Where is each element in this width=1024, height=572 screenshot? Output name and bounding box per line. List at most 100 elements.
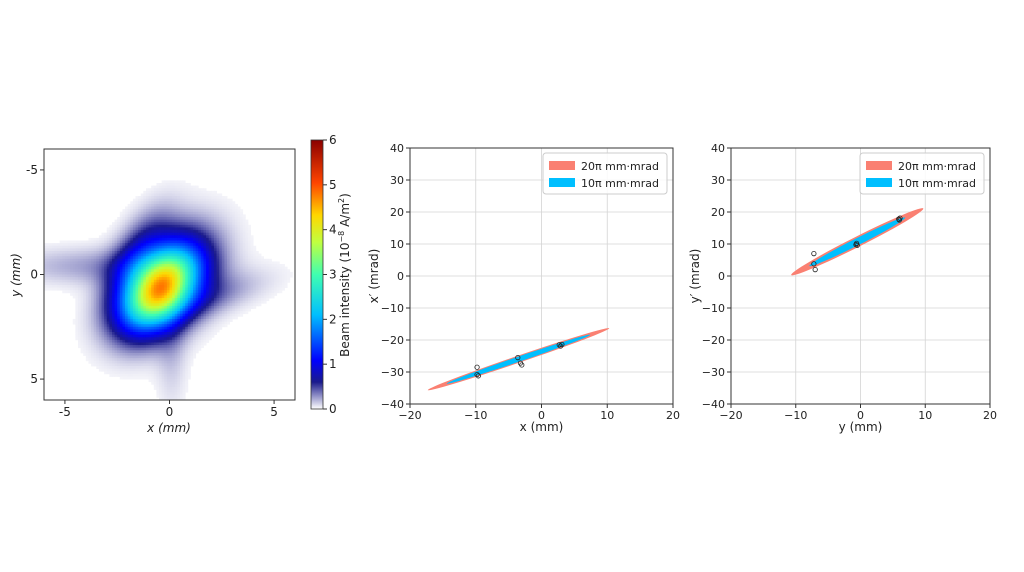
heatmap-cell	[148, 216, 152, 220]
heatmap-cell	[179, 332, 183, 336]
heatmap-cell	[83, 321, 87, 325]
heatmap-cell	[106, 295, 110, 299]
heatmap-cell	[130, 211, 134, 215]
heatmap-cell	[172, 381, 176, 385]
heatmap-cell	[83, 279, 87, 283]
heatmap-cell	[143, 264, 147, 268]
heatmap-cell	[203, 332, 207, 336]
heatmap-cell	[77, 332, 81, 336]
xtick-label: −20	[719, 409, 742, 422]
heatmap-cell	[234, 266, 238, 270]
p3-xlabel: y (mm)	[839, 420, 883, 434]
heatmap-cell	[75, 240, 79, 244]
heatmap-cell	[174, 363, 178, 367]
heatmap-cell	[114, 258, 118, 262]
heatmap-cell	[88, 329, 92, 333]
heatmap-cell	[77, 308, 81, 312]
heatmap-cell	[127, 206, 131, 210]
heatmap-cell	[101, 269, 105, 273]
heatmap-cell	[206, 203, 210, 207]
heatmap-cell	[80, 245, 84, 249]
heatmap-cell	[156, 277, 160, 281]
heatmap-cell	[169, 305, 173, 309]
heatmap-cell	[206, 224, 210, 228]
heatmap-cell	[109, 311, 113, 315]
heatmap-cell	[125, 248, 129, 252]
heatmap-cell	[156, 329, 160, 333]
heatmap-cell	[83, 316, 87, 320]
heatmap-cell	[164, 222, 168, 226]
heatmap-cell	[83, 264, 87, 268]
heatmap-cell	[111, 290, 115, 294]
heatmap-cell	[198, 332, 202, 336]
heatmap-cell	[169, 303, 173, 307]
heatmap-cell	[164, 269, 168, 273]
heatmap-cell	[250, 258, 254, 262]
heatmap-cell	[132, 300, 136, 304]
heatmap-cell	[80, 316, 84, 320]
heatmap-cell	[151, 264, 155, 268]
heatmap-cell	[255, 258, 259, 262]
heatmap-cell	[85, 256, 89, 260]
heatmap-cell	[148, 287, 152, 291]
heatmap-cell	[172, 303, 176, 307]
heatmap-cell	[119, 352, 123, 356]
heatmap-cell	[219, 295, 223, 299]
heatmap-cell	[91, 292, 95, 296]
heatmap-cell	[44, 269, 48, 273]
heatmap-cell	[195, 216, 199, 220]
heatmap-cell	[198, 264, 202, 268]
heatmap-cell	[122, 271, 126, 275]
heatmap-cell	[80, 305, 84, 309]
heatmap-cell	[271, 261, 275, 265]
heatmap-cell	[281, 277, 285, 281]
heatmap-cell	[138, 232, 142, 236]
heatmap-cell	[111, 352, 115, 356]
heatmap-cell	[153, 324, 157, 328]
heatmap-cell	[140, 360, 144, 364]
heatmap-cell	[80, 329, 84, 333]
heatmap-cell	[185, 237, 189, 241]
heatmap-cell	[148, 248, 152, 252]
heatmap-cell	[198, 258, 202, 262]
heatmap-cell	[148, 379, 152, 383]
heatmap-cell	[109, 269, 113, 273]
heatmap-cell	[96, 345, 100, 349]
heatmap-cell	[57, 287, 61, 291]
heatmap-cell	[153, 363, 157, 367]
heatmap-cell	[182, 352, 186, 356]
heatmap-cell	[190, 305, 194, 309]
heatmap-cell	[237, 282, 241, 286]
heatmap-cell	[140, 274, 144, 278]
heatmap-cell	[140, 337, 144, 341]
heatmap-cell	[193, 206, 197, 210]
heatmap-cell	[83, 250, 87, 254]
heatmap-cell	[98, 274, 102, 278]
heatmap-cell	[119, 324, 123, 328]
heatmap-cell	[96, 316, 100, 320]
heatmap-cell	[70, 271, 74, 275]
heatmap-cell	[274, 261, 278, 265]
heatmap-cell	[245, 269, 249, 273]
heatmap-cell	[151, 316, 155, 320]
heatmap-cell	[198, 329, 202, 333]
heatmap-cell	[221, 253, 225, 257]
heatmap-cell	[190, 334, 194, 338]
heatmap-cell	[229, 266, 233, 270]
heatmap-cell	[177, 308, 181, 312]
heatmap-cell	[85, 264, 89, 268]
heatmap-cell	[182, 339, 186, 343]
heatmap-cell	[193, 196, 197, 200]
heatmap-cell	[88, 253, 92, 257]
heatmap-cell	[281, 284, 285, 288]
heatmap-cell	[138, 337, 142, 341]
heatmap-cell	[255, 264, 259, 268]
heatmap-cell	[138, 318, 142, 322]
heatmap-cell	[172, 216, 176, 220]
heatmap-cell	[127, 311, 131, 315]
heatmap-cell	[125, 371, 129, 375]
heatmap-cell	[156, 373, 160, 377]
heatmap-cell	[213, 266, 217, 270]
heatmap-cell	[179, 397, 183, 401]
heatmap-cell	[229, 287, 233, 291]
